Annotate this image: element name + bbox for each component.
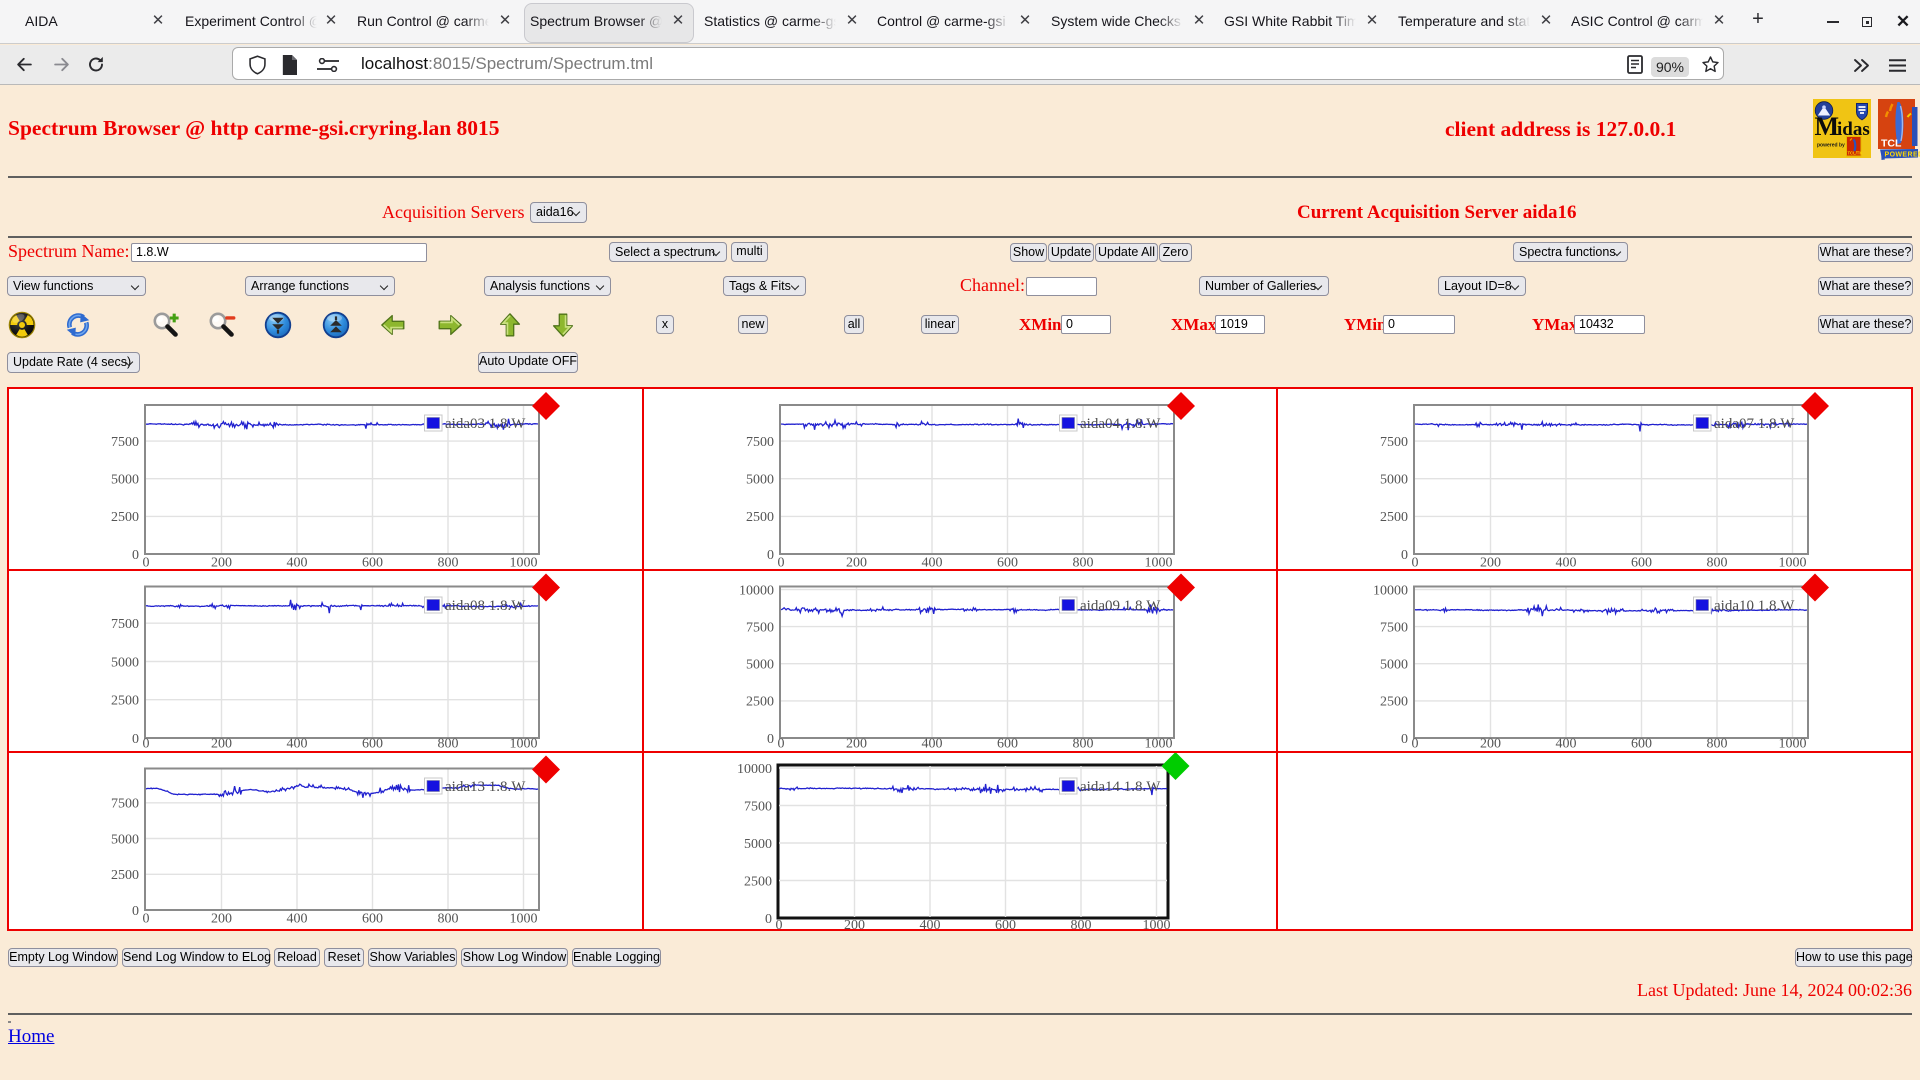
svg-text:aida14 1.8.W: aida14 1.8.W [1080,779,1161,795]
svg-text:7500: 7500 [111,797,139,812]
svg-text:200: 200 [211,912,232,927]
svg-text:0: 0 [132,732,139,747]
svg-text:M: M [1815,112,1840,141]
svg-text:800: 800 [1707,556,1728,570]
svg-text:aida03 1.8.W: aida03 1.8.W [445,416,526,432]
svg-text:0: 0 [143,912,150,927]
svg-text:0: 0 [777,737,784,752]
svg-text:200: 200 [1480,556,1501,570]
svg-text:400: 400 [921,737,942,752]
svg-text:10000: 10000 [737,762,772,777]
svg-text:2500: 2500 [744,874,772,889]
svg-text:2500: 2500 [746,695,774,710]
svg-text:800: 800 [1070,918,1091,929]
svg-text:600: 600 [362,737,383,752]
svg-text:400: 400 [1556,556,1577,570]
svg-text:7500: 7500 [111,435,139,450]
svg-text:aida08 1.8.W: aida08 1.8.W [445,598,526,614]
svg-text:TCL: TCL [1881,138,1902,150]
svg-text:800: 800 [438,556,459,570]
svg-text:800: 800 [438,737,459,752]
svg-text:0: 0 [1412,556,1419,570]
svg-text:5000: 5000 [746,658,774,673]
svg-text:0: 0 [143,737,150,752]
svg-text:1000: 1000 [510,556,538,570]
svg-text:2500: 2500 [111,510,139,525]
svg-text:7500: 7500 [1380,435,1408,450]
svg-text:TCL/TK: TCL/TK [1848,151,1863,156]
svg-text:1000: 1000 [510,737,538,752]
svg-text:600: 600 [1631,737,1652,752]
svg-text:600: 600 [362,912,383,927]
svg-text:aida07 1.8.W: aida07 1.8.W [1714,416,1795,432]
svg-text:400: 400 [287,737,308,752]
svg-text:0: 0 [777,556,784,570]
svg-text:600: 600 [995,918,1016,929]
svg-text:200: 200 [846,556,867,570]
svg-text:1000: 1000 [1142,918,1170,929]
svg-text:idas: idas [1837,119,1870,140]
svg-text:7500: 7500 [111,617,139,632]
svg-text:5000: 5000 [1380,473,1408,488]
svg-text:7500: 7500 [746,620,774,635]
svg-text:400: 400 [921,556,942,570]
svg-text:200: 200 [844,918,865,929]
svg-text:10000: 10000 [1373,583,1408,598]
svg-text:2500: 2500 [111,694,139,709]
svg-text:2500: 2500 [111,868,139,883]
svg-text:200: 200 [211,737,232,752]
svg-text:600: 600 [997,556,1018,570]
svg-text:0: 0 [132,904,139,919]
svg-text:5000: 5000 [111,655,139,670]
svg-text:0: 0 [1412,737,1419,752]
svg-text:0: 0 [1401,548,1408,563]
svg-text:0: 0 [767,732,774,747]
svg-text:POWERED: POWERED [1885,152,1920,159]
svg-text:0: 0 [132,548,139,563]
svg-text:5000: 5000 [1380,658,1408,673]
svg-text:aida13 1.8.W: aida13 1.8.W [445,779,526,795]
svg-text:600: 600 [1631,556,1652,570]
svg-text:5000: 5000 [744,837,772,852]
svg-text:600: 600 [997,737,1018,752]
svg-text:1000: 1000 [510,912,538,927]
svg-text:5000: 5000 [111,832,139,847]
svg-text:200: 200 [211,556,232,570]
svg-text:aida04 1.8.W: aida04 1.8.W [1080,416,1161,432]
svg-text:0: 0 [143,556,150,570]
svg-text:400: 400 [287,912,308,927]
svg-text:1000: 1000 [1779,737,1807,752]
svg-text:1000: 1000 [1144,737,1172,752]
svg-text:7500: 7500 [1380,620,1408,635]
svg-text:800: 800 [1072,556,1093,570]
svg-text:600: 600 [362,556,383,570]
svg-text:7500: 7500 [746,435,774,450]
svg-text:0: 0 [1401,732,1408,747]
svg-text:800: 800 [1707,737,1728,752]
svg-text:7500: 7500 [744,799,772,814]
svg-text:400: 400 [287,556,308,570]
svg-text:aida09 1.8.W: aida09 1.8.W [1080,598,1161,614]
svg-text:1000: 1000 [1779,556,1807,570]
svg-text:200: 200 [846,737,867,752]
svg-text:powered by: powered by [1817,143,1845,149]
svg-text:10000: 10000 [739,583,774,598]
svg-text:800: 800 [438,912,459,927]
svg-text:1000: 1000 [1144,556,1172,570]
svg-text:0: 0 [767,548,774,563]
svg-text:aida10 1.8.W: aida10 1.8.W [1714,598,1795,614]
svg-text:5000: 5000 [746,473,774,488]
svg-text:400: 400 [919,918,940,929]
svg-text:200: 200 [1480,737,1501,752]
svg-text:0: 0 [765,912,772,927]
svg-text:2500: 2500 [1380,695,1408,710]
svg-text:800: 800 [1072,737,1093,752]
svg-text:2500: 2500 [746,510,774,525]
svg-text:400: 400 [1556,737,1577,752]
svg-text:0: 0 [775,918,782,929]
svg-text:5000: 5000 [111,473,139,488]
svg-text:2500: 2500 [1380,510,1408,525]
